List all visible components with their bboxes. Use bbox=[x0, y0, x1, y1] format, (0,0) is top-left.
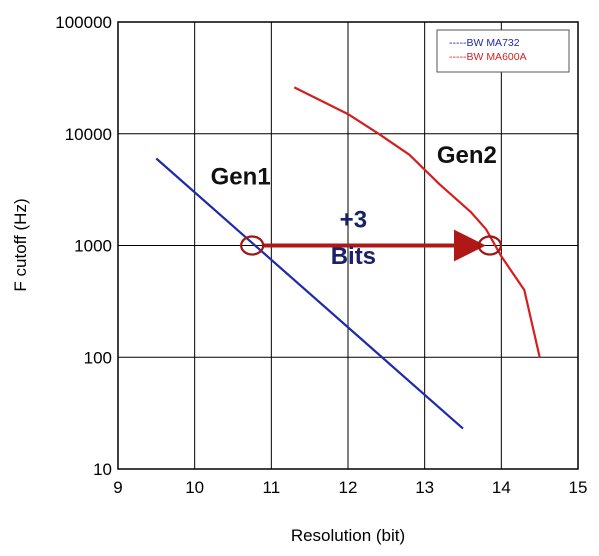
legend: -----BW MA732 -----BW MA600A bbox=[436, 29, 570, 73]
legend-entry: -----BW MA732 bbox=[449, 37, 520, 49]
annotation-label: Bits bbox=[331, 243, 376, 270]
plot-frame bbox=[117, 21, 579, 470]
annotation-label: Gen1 bbox=[211, 164, 271, 191]
series-line-1 bbox=[155, 157, 464, 430]
x-tick-label: 11 bbox=[263, 478, 281, 497]
crossing-marker bbox=[477, 235, 502, 256]
x-axis-label: Resolution (bit) bbox=[291, 526, 405, 545]
y-tick-label: 10000 bbox=[65, 125, 112, 144]
annotation-label: +3 bbox=[340, 206, 367, 233]
crossing-marker bbox=[240, 235, 265, 256]
legend-box bbox=[436, 29, 570, 73]
legend-entry: -----BW MA600A bbox=[449, 51, 527, 63]
annotations: Gen1 Gen2 +3 Bits bbox=[211, 142, 502, 270]
series-lines bbox=[155, 86, 541, 430]
x-tick-label: 10 bbox=[185, 478, 204, 497]
annotation-label: Gen2 bbox=[437, 142, 497, 169]
x-tick-label: 13 bbox=[415, 478, 434, 497]
x-tick-label: 15 bbox=[569, 478, 588, 497]
y-tick-label: 100000 bbox=[55, 13, 112, 32]
x-tick-label: 12 bbox=[339, 478, 358, 497]
y-tick-label: 1000 bbox=[74, 237, 112, 256]
y-axis-label: F cutoff (Hz) bbox=[11, 198, 30, 291]
series-line-2 bbox=[293, 86, 541, 358]
x-tick-label: 9 bbox=[113, 478, 122, 497]
x-tick-label: 14 bbox=[492, 478, 511, 497]
y-tick-label: 100 bbox=[84, 348, 112, 367]
y-tick-label: 10 bbox=[93, 460, 112, 479]
